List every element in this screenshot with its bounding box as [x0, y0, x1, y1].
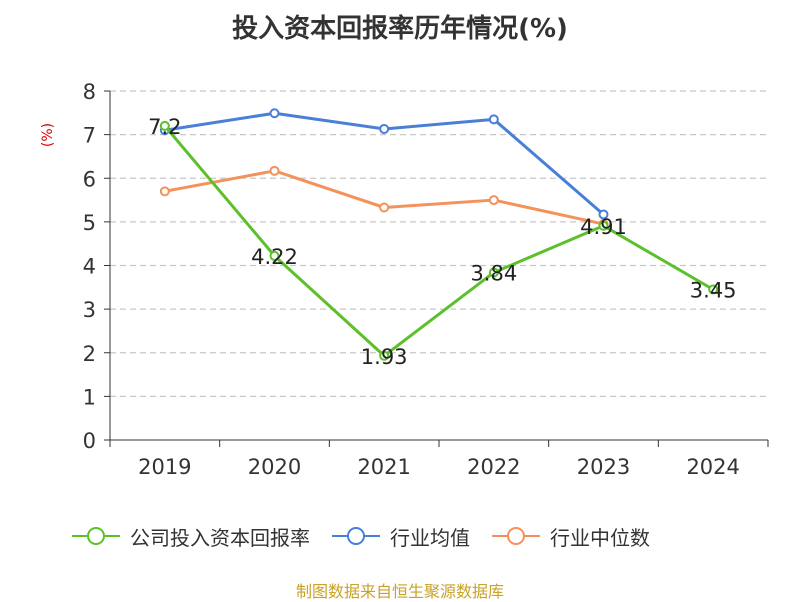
legend-swatch-company — [72, 527, 120, 545]
y-tick-label: 0 — [83, 429, 96, 453]
y-tick-label: 2 — [83, 342, 96, 366]
data-point-2[interactable] — [159, 186, 170, 197]
y-tick-label: 8 — [83, 80, 96, 104]
data-point-1[interactable] — [598, 209, 609, 220]
data-label: 1.93 — [361, 345, 408, 369]
data-label: 3.45 — [690, 278, 737, 302]
data-point-0[interactable] — [598, 220, 609, 231]
grid-layer — [110, 90, 768, 397]
legend-label-industry-median: 行业中位数 — [550, 525, 650, 550]
x-tick-label: 2024 — [686, 455, 739, 479]
x-tick-label: 2020 — [248, 455, 301, 479]
y-tick-label: 1 — [83, 385, 96, 409]
data-point-0[interactable] — [379, 350, 390, 361]
data-point-1[interactable] — [269, 108, 280, 119]
data-label-layer: 7.2 4.22 1.93 3.84 4.91 3.45 — [148, 115, 736, 369]
data-point-2[interactable] — [269, 165, 280, 176]
legend-label-company: 公司投入资本回报率 — [130, 525, 310, 550]
source-note: 制图数据来自恒生聚源数据库 — [295, 582, 504, 601]
series-layer — [159, 108, 719, 361]
y-tick-label: 4 — [83, 255, 96, 279]
y-tick-label: 3 — [83, 298, 96, 322]
data-label: 4.22 — [251, 245, 298, 269]
chart-title: 投入资本回报率历年情况(%) — [232, 14, 568, 44]
data-point-1[interactable] — [379, 123, 390, 134]
legend-item-company[interactable]: 公司投入资本回报率 — [70, 522, 310, 551]
data-point-1[interactable] — [488, 114, 499, 125]
legend-item-industry-median[interactable]: 行业中位数 — [490, 522, 650, 551]
legend-label-industry-mean: 行业均值 — [390, 525, 470, 550]
legend-item-industry-mean[interactable]: 行业均值 — [330, 522, 470, 551]
data-point-0[interactable] — [488, 267, 499, 278]
y-tick-label: 5 — [83, 211, 96, 235]
y-tick-label: 6 — [83, 167, 96, 191]
x-tick-label: 2022 — [467, 455, 520, 479]
axis-layer: 0 1 2 3 4 5 6 7 8 2019 2020 2021 2022 2023 2024 — [83, 80, 769, 479]
data-point-0[interactable] — [159, 120, 170, 131]
data-label: 3.84 — [470, 261, 517, 285]
legend-swatch-industry-mean — [332, 527, 380, 545]
x-tick-label: 2021 — [357, 455, 410, 479]
x-tick-label: 2023 — [577, 455, 630, 479]
data-point-0[interactable] — [708, 284, 719, 295]
legend-swatch-industry-median — [492, 527, 540, 545]
x-tick-label: 2019 — [138, 455, 191, 479]
series-line-0 — [163, 124, 714, 358]
data-label: 7.2 — [148, 115, 181, 139]
y-tick-label: 7 — [83, 124, 96, 148]
data-point-2[interactable] — [488, 195, 499, 206]
data-point-2[interactable] — [379, 202, 390, 213]
data-label: 4.91 — [580, 215, 627, 239]
data-point-0[interactable] — [269, 250, 280, 261]
legend: 公司投入资本回报率 行业均值 行业中位数 — [70, 519, 750, 553]
